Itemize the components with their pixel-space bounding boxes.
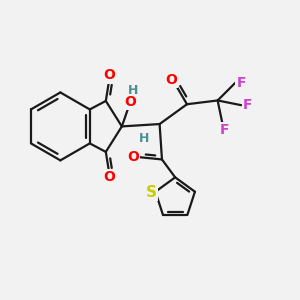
- Text: O: O: [104, 170, 116, 184]
- Text: F: F: [220, 123, 230, 137]
- Text: F: F: [236, 76, 246, 89]
- Text: H: H: [128, 84, 138, 97]
- Text: O: O: [127, 150, 139, 164]
- Text: O: O: [166, 73, 177, 87]
- Text: O: O: [124, 95, 136, 109]
- Text: F: F: [243, 98, 253, 112]
- Text: H: H: [139, 132, 150, 145]
- Text: S: S: [146, 185, 157, 200]
- Text: O: O: [104, 68, 116, 83]
